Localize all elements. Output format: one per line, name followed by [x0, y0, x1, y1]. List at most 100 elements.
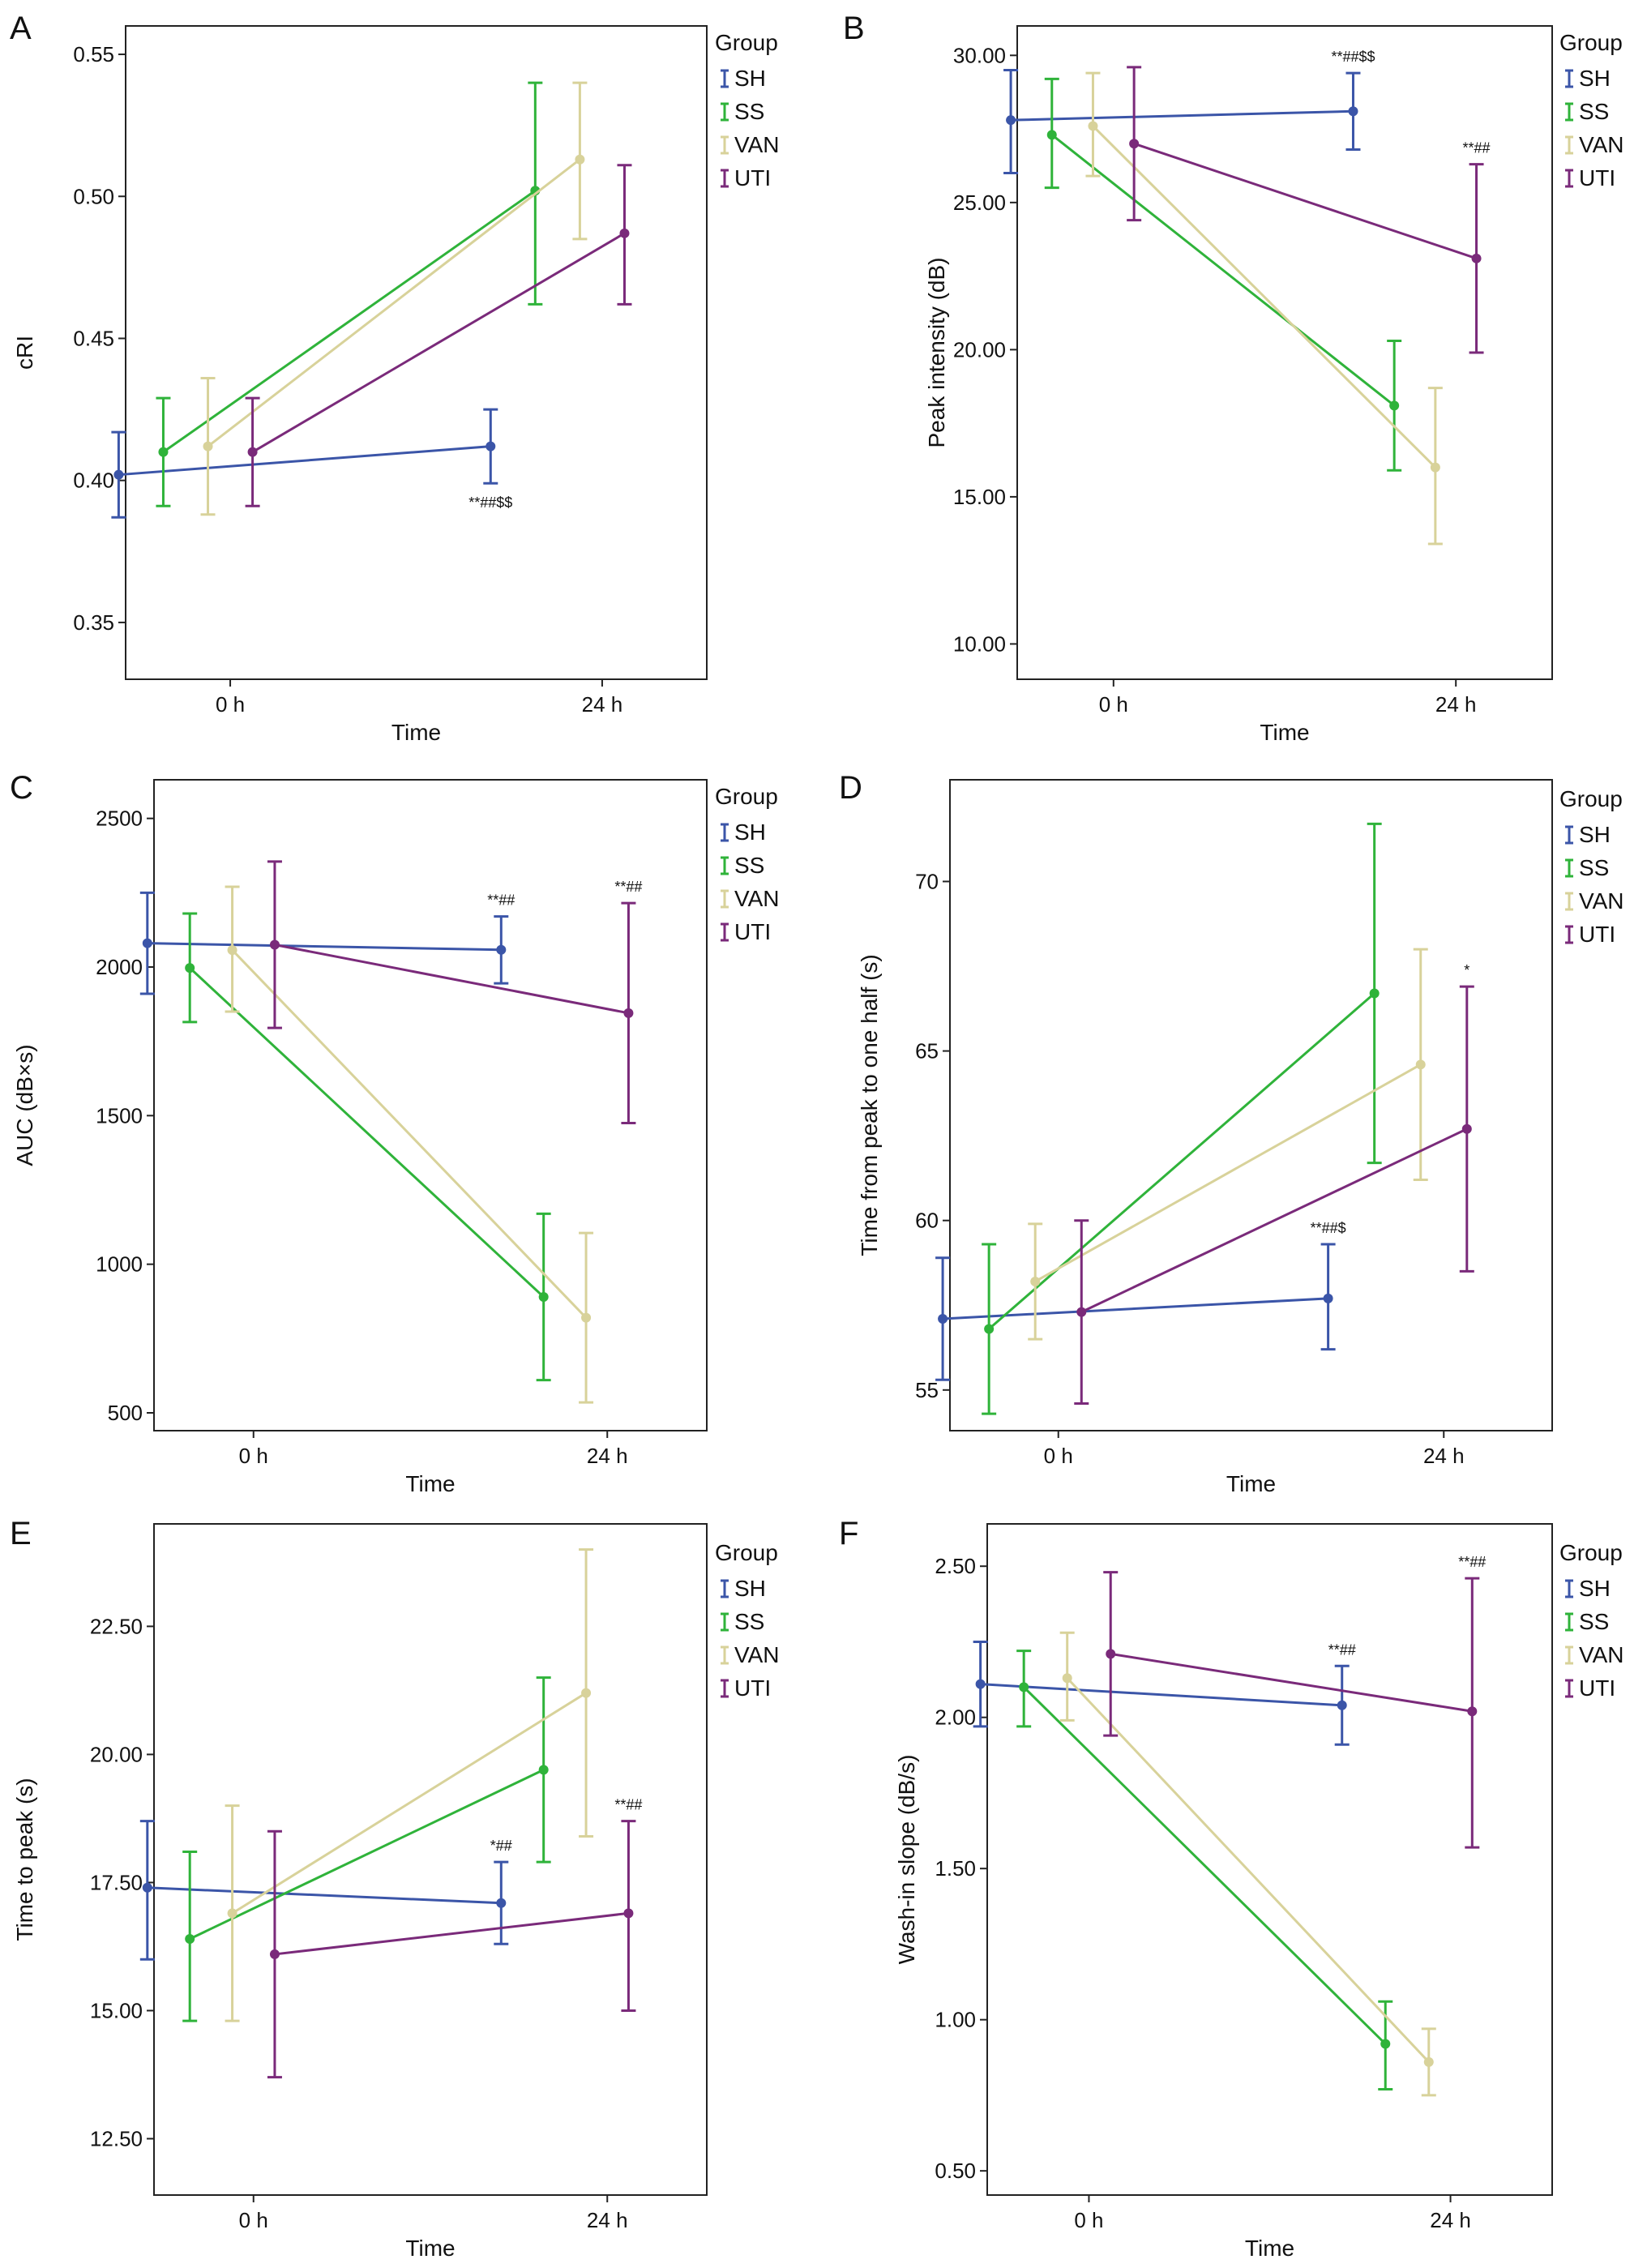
data-point-f-ss-1: [1380, 2039, 1391, 2049]
legend-icon-a-ss: [721, 102, 729, 122]
legend-icon-c-van: [721, 889, 729, 909]
legend-icon-d-sh: [1565, 825, 1573, 845]
significance-annotation-b-1: **##: [1463, 140, 1491, 156]
legend-label-e-van: VAN: [734, 1642, 780, 1667]
x-tick-label-d-24-h: 24 h: [1423, 1444, 1465, 1468]
data-point-f-sh-1: [1337, 1700, 1347, 1710]
y-tick-label-c-0: 500: [108, 1401, 143, 1425]
y-tick-label-e-0: 12.50: [90, 2126, 143, 2150]
x-tick-label-d-0-h: 0 h: [1044, 1444, 1073, 1468]
plot-frame-d: [949, 779, 1553, 1431]
y-axis-title-c: AUC (dB×s): [12, 1044, 37, 1166]
data-point-f-ss-0: [1019, 1682, 1029, 1692]
series-d-ss: [982, 822, 1382, 1415]
legend-label-a-ss: SS: [734, 99, 764, 124]
y-tick-label-b-3: 25.00: [953, 190, 1006, 215]
legend-icon-b-ss: [1565, 102, 1573, 122]
series-f-ss: [1016, 1650, 1393, 2090]
legend-d: Group SH SS VAN UTI: [1559, 786, 1624, 947]
series-line-a-sh: [118, 445, 491, 477]
y-tick-label-a-4: 0.55: [73, 42, 114, 66]
series-b-sh: [1003, 68, 1361, 175]
series-b-uti: [1127, 66, 1484, 354]
series-line-f-uti: [1110, 1652, 1473, 1713]
legend-label-c-uti: UTI: [734, 919, 771, 944]
y-tick-label-a-3: 0.50: [73, 184, 114, 208]
series-line-d-sh: [943, 1297, 1328, 1320]
legend-c: Group SH SS VAN UTI: [715, 784, 780, 944]
panel-d: D 55 60 65 70 0 h 24 h Time Time from peak to on…: [839, 770, 1624, 1496]
data-point-c-ss-0: [185, 963, 195, 974]
series-f-van: [1059, 1631, 1436, 2097]
data-point-d-sh-1: [1323, 1293, 1333, 1303]
data-point-f-sh-0: [975, 1679, 986, 1689]
y-tick-label-f-2: 1.50: [935, 1856, 976, 1881]
panel-a: A 0.35 0.40 0.45 0.50 0.55 0 h 24 h Time cRI **##$…: [10, 11, 780, 745]
legend-title-a: Group: [715, 30, 778, 55]
legend-icon-a-sh: [721, 69, 729, 88]
legend-label-d-uti: UTI: [1579, 922, 1615, 947]
significance-annotation-c-0: **##: [487, 892, 515, 909]
y-tick-label-e-3: 20.00: [90, 1742, 143, 1766]
legend-label-f-sh: SH: [1579, 1576, 1611, 1601]
panel-letter-a: A: [10, 11, 32, 46]
legend-label-c-van: VAN: [734, 886, 780, 911]
legend-title-f: Group: [1559, 1540, 1623, 1565]
data-point-a-ss-0: [158, 447, 169, 457]
y-axis-title-e: Time to peak (s): [12, 1778, 37, 1941]
x-axis-title-c: Time: [405, 1471, 455, 1496]
legend-label-a-uti: UTI: [734, 165, 771, 190]
data-point-b-ss-0: [1046, 130, 1057, 140]
series-e-ss: [182, 1676, 551, 2022]
panel-letter-e: E: [10, 1516, 32, 1551]
series-line-e-uti: [274, 1911, 629, 1956]
x-axis-title-b: Time: [1260, 720, 1309, 745]
series-line-b-van: [1092, 125, 1436, 469]
x-axis-title-d: Time: [1226, 1471, 1276, 1496]
y-tick-label-c-4: 2500: [96, 807, 143, 831]
legend-label-e-ss: SS: [734, 1609, 764, 1634]
data-point-a-van-0: [203, 441, 213, 451]
legend-label-b-van: VAN: [1579, 132, 1624, 157]
legend-label-b-sh: SH: [1579, 66, 1611, 91]
data-point-f-uti-1: [1467, 1706, 1478, 1717]
y-tick-label-f-1: 1.00: [935, 2008, 976, 2032]
series-line-c-van: [231, 949, 588, 1319]
legend-f: Group SH SS VAN UTI: [1559, 1540, 1624, 1701]
series-line-a-uti: [251, 232, 626, 453]
x-axis-title-e: Time: [405, 2236, 455, 2261]
data-point-c-van-1: [581, 1312, 592, 1323]
data-point-d-ss-0: [984, 1324, 995, 1334]
x-axis-title-f: Time: [1245, 2236, 1294, 2261]
plot-frame-e: [153, 1523, 708, 2196]
legend-icon-d-ss: [1565, 858, 1573, 878]
x-tick-label-a-24-h: 24 h: [582, 692, 623, 717]
y-tick-label-c-1: 1000: [96, 1252, 143, 1277]
x-tick-label-c-24-h: 24 h: [587, 1444, 628, 1468]
x-tick-label-e-0-h: 0 h: [239, 2208, 268, 2232]
data-point-d-uti-0: [1076, 1307, 1087, 1317]
legend-title-d: Group: [1559, 786, 1623, 811]
panel-b: B 10.00 15.00 20.00 25.00 30.00 0 h 24 h Time Pea…: [843, 11, 1624, 745]
legend-icon-f-sh: [1565, 1579, 1573, 1598]
series-line-f-sh: [980, 1683, 1342, 1707]
significance-annotation-c-1: **##: [614, 879, 642, 895]
plot-frame-b: [1016, 25, 1553, 680]
panel-f: F 0.50 1.00 1.50 2.00 2.50 0 h 24 h Time Wash-in …: [839, 1516, 1624, 2261]
legend-label-d-van: VAN: [1579, 888, 1624, 914]
data-point-e-ss-0: [185, 1933, 195, 1944]
series-d-uti: [1074, 985, 1474, 1406]
legend-icon-d-uti: [1565, 925, 1573, 944]
legend-icon-b-van: [1565, 135, 1573, 155]
legend-label-d-sh: SH: [1579, 822, 1611, 847]
data-point-c-uti-0: [269, 939, 280, 950]
series-line-c-sh: [147, 942, 502, 952]
series-e-van: [225, 1548, 594, 2022]
series-line-f-ss: [1023, 1686, 1387, 2045]
data-point-e-sh-0: [142, 1882, 152, 1893]
series-line-c-ss: [189, 967, 545, 1299]
x-tick-label-c-0-h: 0 h: [239, 1444, 268, 1468]
legend-icon-e-ss: [721, 1612, 729, 1632]
series-line-e-ss: [189, 1769, 545, 1941]
